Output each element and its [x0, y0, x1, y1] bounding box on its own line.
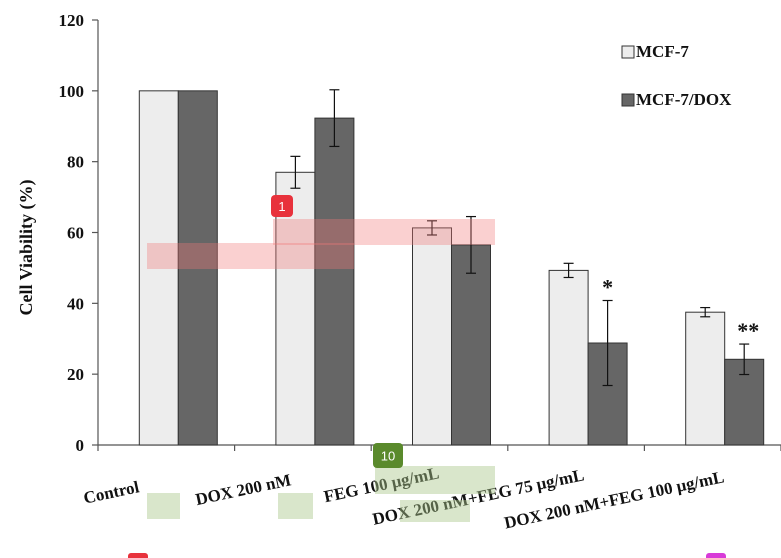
annotation-marker	[128, 553, 148, 558]
bar-mcf-7-dox	[314, 117, 355, 446]
significance-mark: *	[602, 275, 613, 300]
bar-mcf-7	[412, 227, 452, 446]
annotation-marker	[271, 195, 293, 217]
y-axis-title: Cell Viability (%)	[16, 180, 37, 316]
significance-mark: **	[737, 318, 759, 343]
legend-swatch	[621, 45, 635, 59]
bar-mcf-7	[685, 311, 726, 446]
bar-mcf-7-dox	[177, 90, 218, 446]
y-tick-label: 100	[59, 82, 85, 101]
bar-mcf-7-dox	[451, 244, 491, 446]
bar-mcf-7	[275, 171, 316, 446]
bar-mcf-7	[548, 269, 589, 446]
y-tick-label: 60	[67, 224, 84, 243]
y-tick-label: 20	[67, 365, 84, 384]
error-bars: ***	[290, 89, 759, 387]
highlight-region	[400, 500, 470, 522]
highlight-region	[375, 466, 495, 494]
y-tick-label: 80	[67, 153, 84, 172]
legend-label: MCF-7/DOX	[636, 90, 732, 109]
legend: MCF-7 MCF-7/DOX	[621, 42, 732, 109]
annotation-marker	[706, 553, 726, 558]
annotation-marker-label: 10	[381, 449, 395, 464]
highlight-region	[273, 219, 495, 245]
bars	[138, 90, 765, 446]
annotation-marker-label: 1	[278, 199, 285, 214]
y-tick-label: 40	[67, 294, 84, 313]
y-tick-label: 0	[76, 436, 85, 455]
y-tick-label: 120	[59, 11, 85, 30]
highlight-region	[147, 243, 354, 269]
legend-swatch	[621, 93, 635, 107]
bar-mcf-7	[138, 90, 179, 446]
legend-label: MCF-7	[636, 42, 689, 61]
highlight-region	[278, 493, 313, 519]
annotation-overlay: 1 10	[128, 195, 726, 558]
x-category-label: Control	[82, 477, 141, 507]
highlight-region	[147, 493, 180, 519]
x-category-label: DOX 200 nM	[194, 470, 293, 509]
annotation-marker	[373, 443, 403, 468]
